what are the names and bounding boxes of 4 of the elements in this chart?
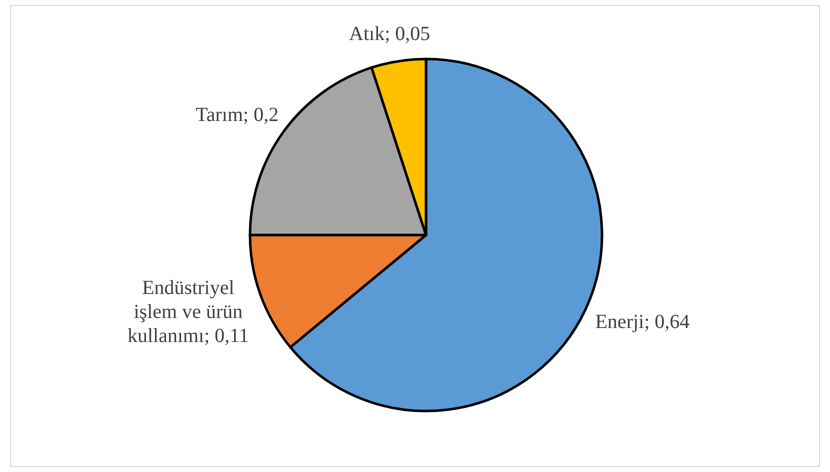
slice-label: Atık; 0,05 — [348, 22, 432, 46]
slice-label: Tarım; 0,2 — [194, 103, 280, 128]
slice-label: Enerji; 0,64 — [594, 310, 691, 334]
slice-label: Endüstriyel işlem ve ürün kullanımı; 0,11 — [126, 276, 250, 348]
